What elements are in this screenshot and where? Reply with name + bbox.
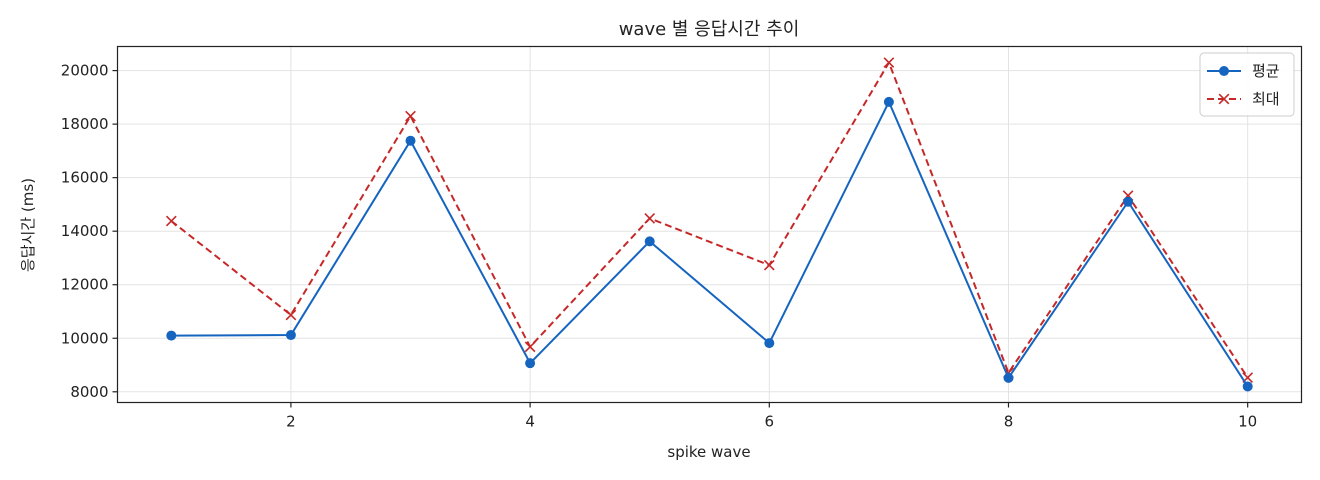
data-point-max <box>763 259 775 271</box>
y-tick-label: 8000 <box>70 383 108 401</box>
x-tick-label: 8 <box>1004 413 1014 431</box>
legend-marker-max <box>1218 93 1230 105</box>
data-point-max-stroke <box>763 259 775 271</box>
data-point-avg <box>764 338 775 349</box>
data-point-avg <box>1123 196 1134 207</box>
series-line-avg <box>171 100 1249 387</box>
grid-layer <box>117 46 1302 403</box>
data-point-avg <box>883 96 894 107</box>
data-point-max-stroke <box>285 309 297 321</box>
chart-title: wave 별 응답시간 추이 <box>619 19 800 40</box>
data-point-avg <box>405 135 416 146</box>
data-point-max-stroke <box>405 110 416 122</box>
x-tick-label: 4 <box>525 413 535 431</box>
data-point-max-stroke <box>524 341 536 353</box>
y-axis-label: 응답시간 (ms) <box>19 178 37 272</box>
y-tick-label: 12000 <box>61 276 109 294</box>
data-point-avg <box>1003 372 1014 383</box>
x-tick-label: 6 <box>765 413 775 431</box>
series-layer <box>165 57 1254 392</box>
x-tick-label: 2 <box>286 413 296 431</box>
x-axis-label: spike wave <box>667 443 750 461</box>
legend-marker-avg <box>1219 66 1229 76</box>
data-point-max <box>524 341 536 353</box>
y-tick-label: 16000 <box>61 169 109 187</box>
y-tick-label: 18000 <box>61 115 109 133</box>
data-point-avg <box>644 236 655 247</box>
ticks-layer: 2 4 6 8 10 8000 10000 12000 14000 16000 18000 20000 <box>61 62 1257 431</box>
x-tick-label: 10 <box>1238 413 1257 431</box>
data-point-max-stroke <box>165 215 177 227</box>
legend-box <box>1199 52 1295 117</box>
y-tick-label: 20000 <box>61 62 109 80</box>
plot-frame <box>116 45 1303 404</box>
legend-marker-max-stroke <box>1218 93 1230 105</box>
data-point-avg <box>166 330 177 341</box>
data-point-max <box>405 110 416 122</box>
data-point-max-stroke <box>644 212 656 224</box>
data-point-max-stroke <box>883 57 895 68</box>
data-point-avg <box>525 358 536 369</box>
legend-label-avg: 평균 <box>1252 62 1280 80</box>
legend-label-max: 최대 <box>1252 90 1280 108</box>
series-line-max <box>170 61 1249 379</box>
y-tick-label: 10000 <box>61 329 109 347</box>
y-tick-label: 14000 <box>61 222 109 240</box>
data-point-max <box>285 309 297 321</box>
data-point-max <box>644 212 656 224</box>
data-point-max <box>165 215 177 227</box>
data-point-avg <box>285 330 296 341</box>
data-point-max <box>883 57 895 68</box>
data-point-avg <box>1242 381 1253 392</box>
